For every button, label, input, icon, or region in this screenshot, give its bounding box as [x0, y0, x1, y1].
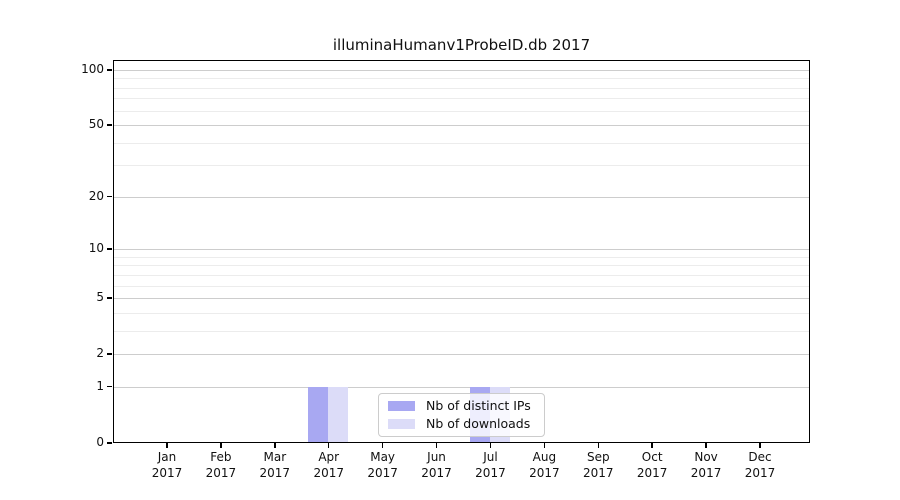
x-tick-year: 2017	[205, 466, 237, 480]
x-tick-mark	[274, 443, 276, 448]
x-tick-mark	[597, 443, 600, 448]
y-tick-mark	[107, 248, 112, 250]
legend-swatch	[388, 401, 415, 411]
x-tick-year: 2017	[744, 466, 776, 480]
y-axis-tick-label: 2	[96, 346, 104, 361]
plot-area	[113, 60, 810, 443]
x-axis-tick-label: Sep 2017	[568, 449, 628, 481]
y-tick-mark	[107, 69, 112, 71]
x-tick-year: 2017	[259, 466, 291, 480]
y-axis-tick-label: 100	[81, 62, 104, 76]
x-tick-mark	[759, 443, 761, 448]
x-tick-month: Jul	[483, 450, 498, 464]
y-gridline-major	[114, 386, 809, 388]
y-gridline-major	[114, 125, 809, 127]
x-axis-tick-label: Apr 2017	[299, 449, 359, 481]
y-gridline-minor	[114, 312, 809, 314]
x-tick-month: Sep	[586, 450, 610, 464]
y-tick-mark	[107, 442, 112, 444]
y-gridline-minor	[114, 78, 809, 80]
x-tick-month: Mar	[263, 450, 287, 464]
x-tick-mark	[166, 443, 168, 448]
y-gridline-minor	[114, 165, 809, 167]
x-axis-tick-label: Mar 2017	[245, 449, 305, 481]
x-tick-month: Aug	[532, 450, 557, 464]
legend-label: Nb of distinct IPs	[426, 398, 531, 413]
y-axis-tick-label: 20	[88, 188, 104, 203]
x-tick-year: 2017	[636, 466, 668, 480]
x-axis-tick-label: Nov 2017	[676, 449, 736, 481]
x-tick-mark	[381, 443, 384, 448]
x-axis-tick-label: Aug 2017	[514, 449, 574, 481]
x-tick-mark	[220, 443, 222, 448]
x-tick-year: 2017	[421, 466, 452, 480]
x-tick-month: Feb	[210, 450, 232, 464]
y-axis-tick-label: 5	[96, 290, 104, 305]
y-axis-tick-label: 50	[88, 117, 104, 132]
y-gridline-minor	[114, 142, 809, 144]
x-tick-month: Jun	[427, 450, 446, 464]
bar-nb-of-distinct-ips	[308, 386, 329, 443]
x-axis-tick-label: Jan 2017	[137, 449, 197, 481]
y-gridline-major	[114, 354, 809, 356]
y-gridline-minor	[114, 110, 809, 112]
x-tick-month: Nov	[694, 450, 718, 464]
y-gridline-minor	[114, 265, 809, 267]
x-tick-year: 2017	[475, 466, 506, 480]
x-tick-mark	[489, 443, 492, 448]
y-gridline-minor	[114, 87, 809, 89]
x-axis-tick-label: May 2017	[353, 449, 413, 481]
x-tick-year: 2017	[582, 466, 614, 480]
y-gridline-major	[114, 298, 809, 300]
x-tick-month: May	[370, 450, 396, 464]
x-tick-year: 2017	[529, 466, 560, 480]
legend: Nb of distinct IPs Nb of downloads	[378, 393, 545, 437]
chart-title: illuminaHumanv1ProbeID.db 2017	[332, 36, 591, 54]
x-tick-mark	[651, 443, 653, 448]
x-tick-month: Oct	[641, 450, 663, 464]
x-tick-month: Dec	[748, 450, 772, 464]
y-gridline-minor	[114, 256, 809, 258]
bar-nb-of-downloads	[328, 386, 349, 443]
x-tick-mark	[543, 443, 546, 448]
x-tick-mark	[705, 443, 707, 448]
x-tick-year: 2017	[151, 466, 183, 480]
x-axis-tick-label: Oct 2017	[622, 449, 682, 481]
y-tick-mark	[107, 353, 112, 355]
x-tick-year: 2017	[313, 466, 344, 480]
x-tick-month: Apr	[318, 450, 340, 464]
y-tick-mark	[107, 124, 112, 126]
y-gridline-minor	[114, 330, 809, 332]
y-gridline-major	[114, 249, 809, 251]
y-axis-tick-label: 1	[96, 378, 104, 393]
y-tick-mark	[107, 385, 112, 388]
y-axis-tick-label: 10	[88, 241, 104, 256]
y-gridline-minor	[114, 274, 809, 276]
y-tick-mark	[107, 297, 112, 299]
y-gridline-minor	[114, 285, 809, 287]
y-gridline-minor	[114, 98, 809, 100]
legend-row: Nb of downloads	[388, 417, 535, 431]
x-axis-tick-label: Feb 2017	[191, 449, 251, 481]
x-tick-month: Jan	[157, 450, 177, 464]
x-axis-tick-label: Jul 2017	[460, 449, 520, 481]
legend-label: Nb of downloads	[426, 416, 531, 431]
x-tick-year: 2017	[690, 466, 722, 480]
x-tick-year: 2017	[367, 466, 398, 480]
legend-row: Nb of distinct IPs	[388, 399, 535, 413]
x-tick-mark	[435, 443, 438, 448]
y-axis-tick-label: 0	[96, 435, 104, 449]
y-tick-mark	[107, 195, 112, 198]
y-gridline-major	[114, 196, 809, 198]
legend-swatch	[388, 419, 415, 429]
x-axis-tick-label: Jun 2017	[407, 449, 467, 481]
x-axis-tick-label: Dec 2017	[730, 449, 790, 481]
x-tick-mark	[327, 443, 330, 448]
y-gridline-major	[114, 70, 809, 71]
